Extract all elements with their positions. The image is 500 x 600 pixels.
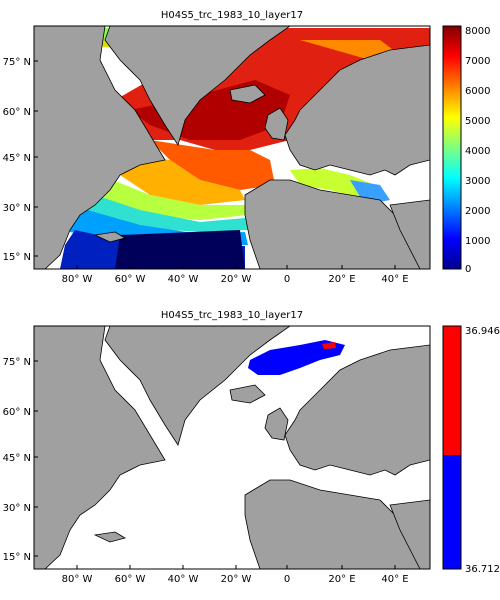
top-x-tick-40e: 40° E bbox=[381, 274, 408, 285]
top-map-panel: H04S5_trc_1983_10_layer17 bbox=[3, 10, 491, 285]
bottom-y-tick-45: 45° N bbox=[3, 453, 31, 464]
bottom-x-tick-20w: 20° W bbox=[221, 574, 252, 585]
top-cb-tick-0: 0 bbox=[465, 264, 471, 275]
bottom-colorbar-frame bbox=[442, 325, 462, 570]
top-cb-tick-2000: 2000 bbox=[465, 206, 490, 217]
top-cb-tick-8000: 8000 bbox=[465, 26, 490, 37]
blue-patch-nordic bbox=[248, 340, 345, 375]
bottom-x-tick-20e: 20° E bbox=[328, 574, 355, 585]
top-colorbar: 0 1000 2000 3000 4000 5000 6000 7000 800… bbox=[442, 25, 490, 275]
top-cb-tick-5000: 5000 bbox=[465, 116, 490, 127]
bottom-x-tick-80w: 80° W bbox=[62, 574, 93, 585]
top-y-tick-15: 15° N bbox=[3, 252, 31, 263]
bottom-y-tick-60: 60° N bbox=[3, 407, 31, 418]
bottom-map-title: H04S5_trc_1983_10_layer17 bbox=[161, 310, 303, 321]
bottom-x-ticks: 80° W 60° W 40° W 20° W 0 20° E 40° E bbox=[62, 565, 409, 585]
bottom-x-tick-0: 0 bbox=[284, 574, 290, 585]
bottom-x-tick-60w: 60° W bbox=[115, 574, 146, 585]
bottom-map-area bbox=[34, 326, 430, 569]
top-colorbar-gradient bbox=[442, 25, 462, 270]
bottom-cb-tick-max: 36.946 bbox=[465, 326, 500, 337]
top-cb-tick-7000: 7000 bbox=[465, 56, 490, 67]
top-x-tick-0: 0 bbox=[284, 274, 290, 285]
top-y-tick-45: 45° N bbox=[3, 153, 31, 164]
bottom-cb-tick-min: 36.712 bbox=[465, 564, 500, 575]
top-x-tick-60w: 60° W bbox=[115, 274, 146, 285]
bottom-y-tick-75: 75° N bbox=[3, 357, 31, 368]
top-cb-tick-1000: 1000 bbox=[465, 236, 490, 247]
top-map-area bbox=[34, 26, 430, 269]
red-patch-nordic bbox=[322, 342, 336, 349]
land-masses-bottom bbox=[34, 326, 430, 569]
top-y-tick-30: 30° N bbox=[3, 203, 31, 214]
top-cb-tick-4000: 4000 bbox=[465, 146, 490, 157]
top-x-tick-80w: 80° W bbox=[62, 274, 93, 285]
top-map-frame bbox=[33, 25, 431, 270]
top-x-ticks: 80° W 60° W 40° W 20° W 0 20° E 40° E bbox=[62, 265, 409, 285]
top-cb-tick-6000: 6000 bbox=[465, 86, 490, 97]
land-masses bbox=[34, 26, 430, 269]
bottom-y-tick-15: 15° N bbox=[3, 552, 31, 563]
bottom-colorbar-red bbox=[443, 326, 461, 455]
top-x-tick-20w: 20° W bbox=[221, 274, 252, 285]
top-x-tick-40w: 40° W bbox=[168, 274, 199, 285]
bottom-colorbar-blue bbox=[443, 455, 461, 569]
bottom-map-frame bbox=[33, 325, 431, 570]
top-map-svg: H04S5_trc_1983_10_layer17 bbox=[3, 10, 491, 285]
top-x-tick-20e: 20° E bbox=[328, 274, 355, 285]
bottom-map-svg: H04S5_trc_1983_10_layer17 75° N bbox=[3, 310, 500, 585]
top-y-tick-75: 75° N bbox=[3, 57, 31, 68]
top-y-tick-60: 60° N bbox=[3, 107, 31, 118]
bottom-map-panel: H04S5_trc_1983_10_layer17 75° N bbox=[0, 300, 500, 600]
bottom-colorbar: 36.946 36.712 bbox=[442, 325, 500, 575]
bottom-y-ticks: 75° N 60° N 45° N 30° N 15° N bbox=[3, 357, 38, 563]
bottom-x-tick-40e: 40° E bbox=[381, 574, 408, 585]
top-y-ticks: 75° N 60° N 45° N 30° N 15° N bbox=[3, 57, 38, 263]
top-cb-tick-3000: 3000 bbox=[465, 176, 490, 187]
bottom-y-tick-30: 30° N bbox=[3, 503, 31, 514]
bottom-x-tick-40w: 40° W bbox=[168, 574, 199, 585]
top-map-title: H04S5_trc_1983_10_layer17 bbox=[161, 10, 303, 21]
